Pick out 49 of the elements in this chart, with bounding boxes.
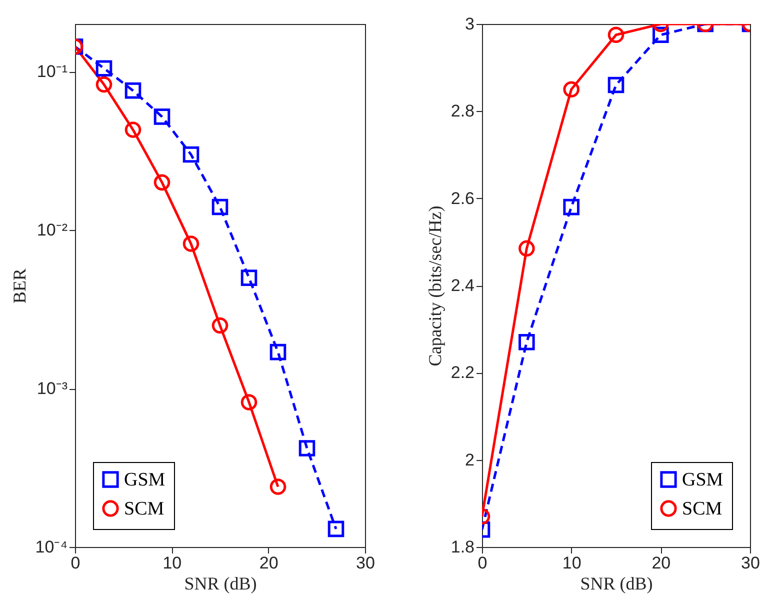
- point: [608, 76, 624, 94]
- point: [563, 81, 580, 98]
- point: [212, 317, 228, 334]
- y-tick-label: 10⁻⁴: [35, 538, 68, 556]
- y-tick-label: 10⁻¹: [36, 62, 68, 82]
- y-tick-label: 10⁻³: [36, 379, 68, 398]
- x-tick-label: 30: [741, 554, 760, 572]
- x-tick-label: 10: [562, 554, 582, 572]
- point: [518, 240, 535, 257]
- point: [154, 108, 170, 125]
- legend-label: GSM: [682, 470, 724, 490]
- y-tick-label: 3: [465, 14, 474, 34]
- point: [563, 198, 580, 216]
- point: [270, 478, 286, 495]
- point: [270, 344, 286, 360]
- point: [240, 270, 258, 286]
- legend-label: GSM: [124, 470, 166, 490]
- point: [124, 122, 142, 138]
- x-axis-title: SNR (dB): [184, 574, 257, 594]
- y-tick-label: 2.6: [450, 188, 474, 208]
- point: [182, 236, 200, 252]
- point: [124, 82, 142, 99]
- y-axis-title: Capacity (bits/sec/Hz): [424, 206, 445, 366]
- point: [298, 440, 316, 456]
- x-tick-label: 20: [652, 554, 671, 572]
- y-tick-label: 1.8: [450, 538, 474, 556]
- y-tick-label: 2: [465, 450, 474, 470]
- point: [154, 174, 170, 191]
- point: [182, 146, 200, 163]
- point: [240, 394, 258, 410]
- point: [212, 198, 228, 216]
- y-axis-title: BER: [9, 268, 30, 304]
- point: [608, 26, 624, 44]
- x-tick-label: 0: [478, 554, 488, 572]
- x-tick-label: 20: [259, 554, 278, 572]
- x-tick-label: 10: [162, 554, 182, 572]
- x-tick-label: 30: [356, 554, 375, 572]
- legend-label: SCM: [124, 498, 164, 520]
- y-tick-label: 10⁻²: [36, 220, 68, 240]
- point: [96, 76, 112, 93]
- point: [518, 334, 535, 350]
- legend-label: SCM: [682, 498, 722, 520]
- y-tick-label: 2.8: [450, 102, 474, 121]
- point: [96, 60, 112, 76]
- y-tick-label: 2.2: [450, 363, 474, 382]
- x-tick-label: 0: [70, 554, 80, 572]
- point: [328, 520, 344, 538]
- y-tick-label: 2.4: [450, 276, 474, 295]
- x-axis-title: SNR (dB): [580, 574, 653, 594]
